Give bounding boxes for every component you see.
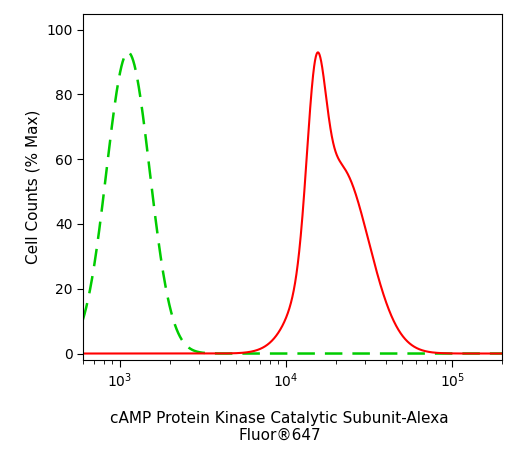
Text: cAMP Protein Kinase Catalytic Subunit-Alexa
Fluor®647: cAMP Protein Kinase Catalytic Subunit-Al… bbox=[110, 411, 449, 443]
Y-axis label: Cell Counts (% Max): Cell Counts (% Max) bbox=[25, 109, 40, 264]
